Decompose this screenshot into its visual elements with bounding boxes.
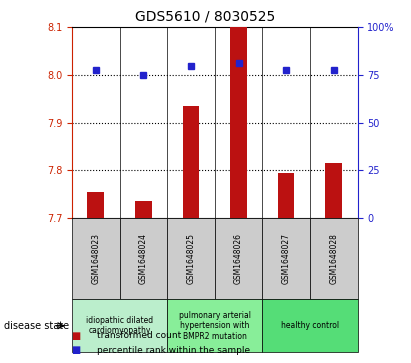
Text: idiopathic dilated
cardiomyopathy: idiopathic dilated cardiomyopathy <box>86 316 153 335</box>
Bar <box>182 106 199 218</box>
Text: GSM1648023: GSM1648023 <box>91 233 100 284</box>
Text: GSM1648025: GSM1648025 <box>187 233 196 284</box>
Bar <box>88 192 104 218</box>
Text: healthy control: healthy control <box>281 321 339 330</box>
Text: ■: ■ <box>72 345 81 355</box>
Text: disease state: disease state <box>4 321 69 331</box>
Bar <box>72 27 358 218</box>
Text: percentile rank within the sample: percentile rank within the sample <box>97 346 250 355</box>
Bar <box>230 27 247 218</box>
Text: GDS5610 / 8030525: GDS5610 / 8030525 <box>135 9 276 23</box>
Text: GSM1648026: GSM1648026 <box>234 233 243 284</box>
Text: GSM1648028: GSM1648028 <box>329 233 338 284</box>
Text: ■: ■ <box>72 331 81 341</box>
Bar <box>278 172 295 218</box>
Bar <box>135 201 152 218</box>
Text: GSM1648024: GSM1648024 <box>139 233 148 284</box>
Text: GSM1648027: GSM1648027 <box>282 233 291 284</box>
Text: transformed count: transformed count <box>97 331 181 340</box>
Text: pulmonary arterial
hypertension with
BMPR2 mutation: pulmonary arterial hypertension with BMP… <box>179 311 251 341</box>
Bar <box>326 163 342 218</box>
